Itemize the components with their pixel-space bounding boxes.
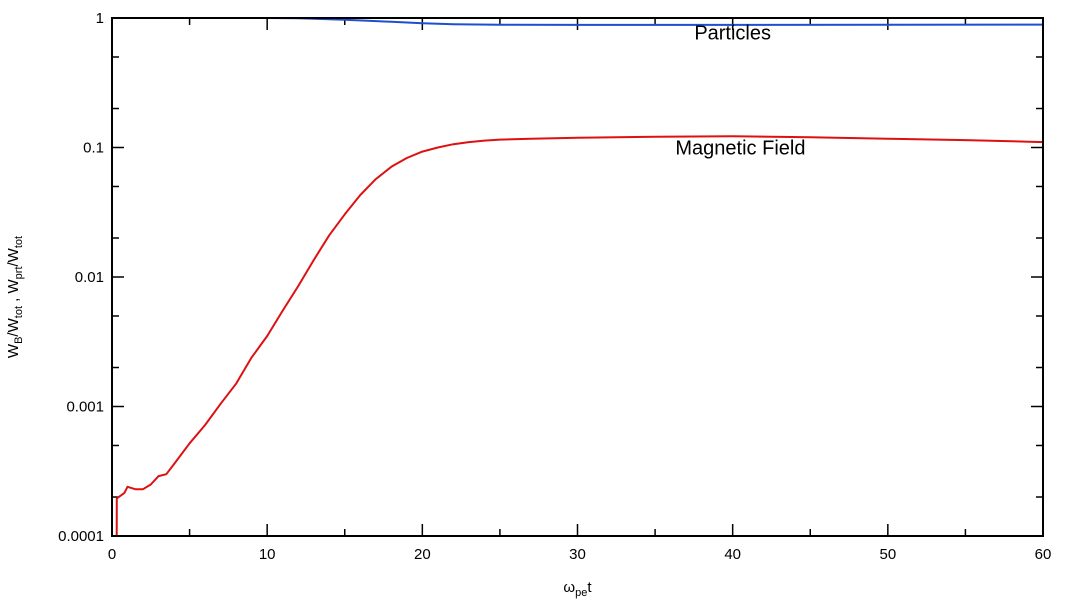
x-tick-label: 30 xyxy=(569,546,586,563)
y-tick-label: 0.0001 xyxy=(58,528,104,545)
y-tick-label: 0.01 xyxy=(75,269,104,286)
y-axis-title-subscript: prt xyxy=(13,266,25,279)
series-line-1 xyxy=(115,135,1044,537)
x-axis-title-main: ω xyxy=(563,579,575,596)
y-axis-title-text: /W xyxy=(5,247,22,266)
y-axis-title-text: W xyxy=(5,343,22,358)
y-axis-title-subscript: tot xyxy=(13,236,25,248)
y-axis-title-text: /W xyxy=(5,317,22,336)
x-tick-label: 20 xyxy=(414,546,431,563)
ticks-layer xyxy=(111,17,1044,537)
x-axis-title: ωpet xyxy=(563,579,592,599)
y-tick-label: 0.1 xyxy=(83,140,104,157)
y-axis-title-subscript: B xyxy=(13,337,25,344)
series-layer xyxy=(112,17,1044,537)
x-axis-title-tail: t xyxy=(587,579,592,596)
y-axis-title: WB/Wtot , Wprt/Wtot xyxy=(5,236,25,358)
y-axis-title-text: , W xyxy=(5,278,22,306)
series-label-1: Magnetic Field xyxy=(675,138,805,160)
x-tick-label: 0 xyxy=(108,546,116,563)
x-tick-label: 10 xyxy=(259,546,276,563)
x-tick-label: 50 xyxy=(879,546,896,563)
y-tick-label: 0.001 xyxy=(66,399,104,416)
x-tick-label: 60 xyxy=(1035,546,1052,563)
plot-frame xyxy=(111,17,1044,537)
x-tick-label: 40 xyxy=(724,546,741,563)
labels-layer: 0 10 20 30 40 50 60 0.0001 0.001 0.01 0.1 1 Particle… xyxy=(58,10,1051,563)
y-axis-title-subscript: tot xyxy=(13,306,25,318)
x-axis-title-sub: pe xyxy=(575,587,587,599)
y-tick-label: 1 xyxy=(96,10,104,27)
series-label-0: Particles xyxy=(694,23,771,45)
